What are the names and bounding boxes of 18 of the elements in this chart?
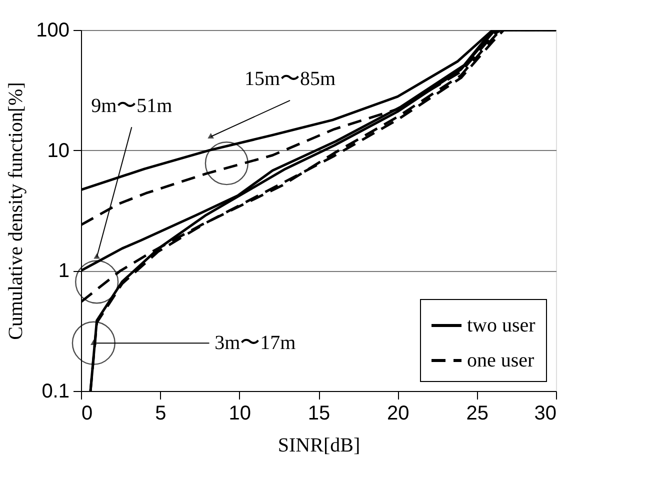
- legend-label: one user: [467, 350, 535, 372]
- x-tick-label: 25: [466, 402, 488, 424]
- x-tick-label: 20: [387, 402, 410, 424]
- y-tick-label: 1: [58, 260, 70, 282]
- x-tick-label: 0: [82, 402, 93, 424]
- y-tick-label: 10: [47, 140, 70, 162]
- y-tick-label: 0.1: [42, 380, 70, 402]
- annotation: 15m〜85m: [244, 68, 336, 90]
- legend-label: two user: [467, 314, 536, 336]
- annotation: 9m〜51m: [91, 94, 173, 117]
- y-tick-label: 100: [36, 20, 70, 42]
- y-axis-title: Cumulative density function[%]: [5, 82, 28, 340]
- x-tick-label: 15: [308, 402, 330, 424]
- annotation: 3m〜17m: [214, 332, 296, 354]
- x-tick-label: 30: [534, 402, 556, 424]
- x-tick-label: 5: [155, 402, 166, 424]
- x-tick-label: 10: [228, 402, 251, 424]
- x-axis-title: SINR[dB]: [278, 434, 360, 456]
